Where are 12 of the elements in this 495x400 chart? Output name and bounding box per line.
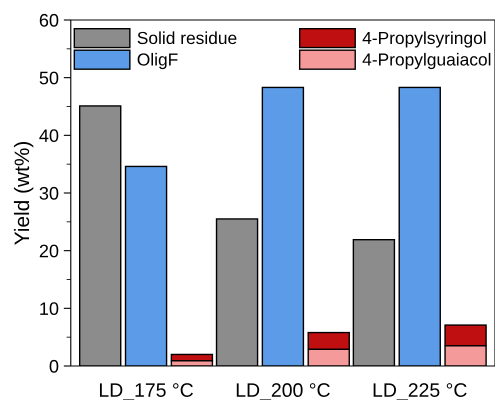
- legend-label: 4-Propylguaiacol: [362, 52, 490, 70]
- y-tick-label: 40: [39, 129, 58, 142]
- y-tick-label: 60: [40, 14, 58, 27]
- y-tick-label: 50: [40, 72, 58, 84]
- y-axis-title: Yield (wt%): [14, 142, 34, 245]
- legend-label: OligF: [138, 52, 178, 70]
- y-tick-label: 20: [40, 244, 58, 258]
- legend-label: 4-Propylsyringol: [362, 31, 486, 48]
- legend-label: Solid residue: [138, 31, 236, 44]
- y-tick-label: 0: [50, 360, 58, 373]
- y-tick-label: 10: [40, 302, 58, 316]
- y-tick-label: 30: [40, 186, 58, 200]
